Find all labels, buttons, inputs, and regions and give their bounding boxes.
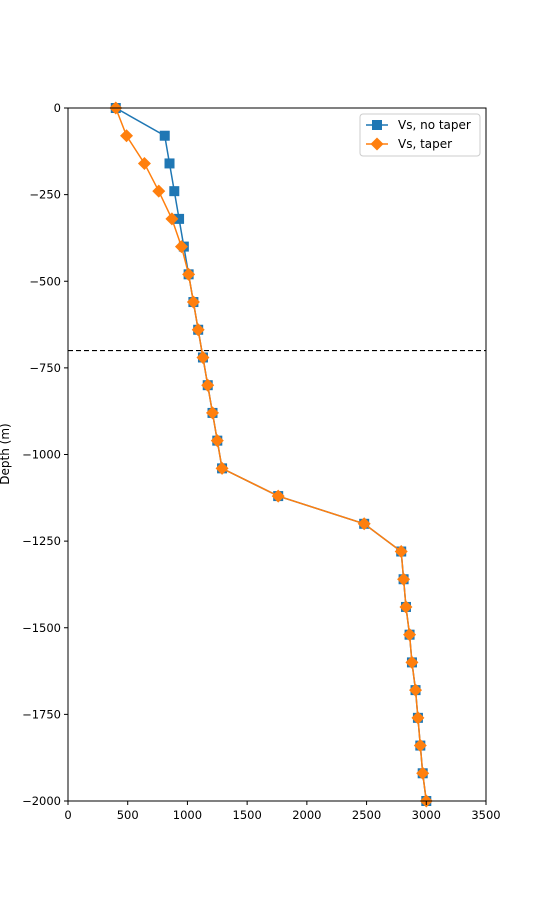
x-tick-label: 500 (117, 808, 139, 822)
series-2-point (191, 323, 205, 337)
y-tick-label: −1750 (22, 707, 61, 721)
legend-item: Vs, no taper (366, 118, 471, 132)
series-2-point (405, 655, 419, 669)
y-tick-label: −2000 (22, 794, 61, 808)
y-tick-label: −1000 (22, 448, 61, 462)
series-2-point (201, 378, 215, 392)
series-2-point (120, 129, 134, 143)
series-1 (110, 103, 432, 806)
series-2-point (174, 240, 188, 254)
series-2-point (397, 572, 411, 586)
series-1-point (159, 130, 170, 141)
series-2-point (271, 489, 285, 503)
series-2-point (357, 517, 371, 531)
series-2-point (137, 156, 151, 170)
x-axis: 0 500 1000 1500 2000 2500 3000 3500 (64, 801, 501, 822)
series-2-point (399, 600, 413, 614)
y-tick-label: 0 (54, 101, 61, 115)
series-1-point (164, 158, 175, 169)
legend-marker (372, 120, 382, 130)
legend-marker (370, 137, 384, 151)
x-tick-label: 2000 (292, 808, 321, 822)
x-tick-label: 2500 (352, 808, 381, 822)
series-2 (109, 101, 433, 808)
plot-marks (68, 101, 486, 808)
plot-frame (67, 107, 487, 802)
series-2-point (165, 212, 179, 226)
x-tick-label: 1500 (233, 808, 262, 822)
series-1-line (115, 107, 428, 802)
x-tick-label: 0 (64, 808, 71, 822)
series-2-point (416, 766, 430, 780)
series-2-point (206, 406, 220, 420)
legend-item: Vs, taper (366, 137, 452, 151)
series-2-line (115, 107, 428, 802)
series-2-point (403, 628, 417, 642)
y-axis: 0 −250 −500 −750 −1000 −1250 −1500 −1750 −2000 (22, 101, 68, 808)
x-tick-label: 1000 (173, 808, 202, 822)
legend-box (359, 113, 481, 157)
series-2-point (196, 350, 210, 364)
legend-label: Vs, no taper (398, 118, 471, 132)
series-1-point (169, 186, 180, 197)
y-tick-label: −250 (29, 188, 61, 202)
legend-label: Vs, taper (398, 137, 452, 151)
series-2-point (409, 683, 423, 697)
series-2-point (215, 461, 229, 475)
y-tick-label: −500 (29, 274, 61, 288)
series-2-point (152, 184, 166, 198)
x-tick-label: 3000 (412, 808, 441, 822)
series-2-point (210, 434, 224, 448)
x-tick-label: 3500 (471, 808, 500, 822)
series-2-point (186, 295, 200, 309)
series-2-point (394, 545, 408, 559)
series-2-point (182, 267, 196, 281)
series-1-point (174, 213, 185, 224)
y-tick-label: −1250 (22, 534, 61, 548)
y-tick-label: −1500 (22, 621, 61, 635)
y-tick-label: −750 (29, 361, 61, 375)
y-axis-label: Depth (m) (0, 423, 12, 484)
series-2-point (413, 739, 427, 753)
legend: Vs, no taper Vs, taper (359, 113, 481, 157)
series-2-point (411, 711, 425, 725)
